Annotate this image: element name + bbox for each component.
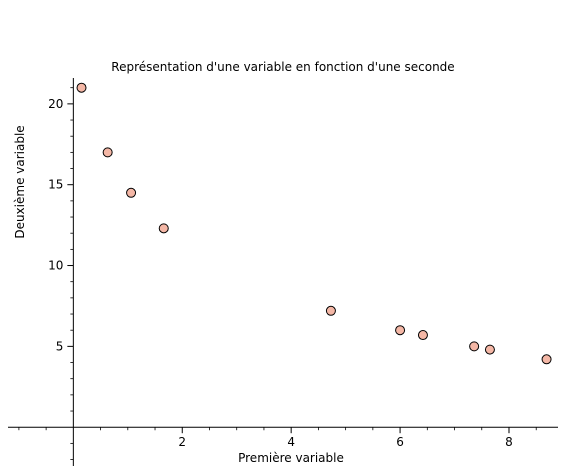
y-tick-label: 20 — [48, 97, 63, 111]
data-point — [417, 330, 428, 341]
y-tick-label: 5 — [56, 339, 64, 353]
data-point — [158, 223, 169, 234]
data-point — [325, 305, 336, 316]
x-tick-label: 2 — [178, 435, 186, 449]
data-point — [469, 341, 480, 352]
data-point — [395, 325, 406, 336]
x-tick-label: 8 — [505, 435, 513, 449]
data-point — [126, 187, 137, 198]
axes — [8, 78, 558, 466]
y-axis-label: Deuxième variable — [13, 125, 27, 238]
x-tick-label: 6 — [396, 435, 404, 449]
data-point — [76, 82, 87, 93]
chart-title: Représentation d'une variable en fonctio… — [111, 60, 454, 74]
y-tick-label: 10 — [48, 259, 63, 273]
data-point — [541, 354, 552, 365]
x-axis-label: Première variable — [238, 451, 344, 465]
ticks — [18, 87, 537, 460]
tick-labels: 2 4 6 8 5 10 15 20 — [48, 97, 513, 449]
data-points — [76, 82, 552, 365]
y-tick-label: 15 — [48, 178, 63, 192]
data-point — [102, 147, 113, 158]
x-tick-label: 4 — [287, 435, 295, 449]
data-point — [484, 344, 495, 355]
